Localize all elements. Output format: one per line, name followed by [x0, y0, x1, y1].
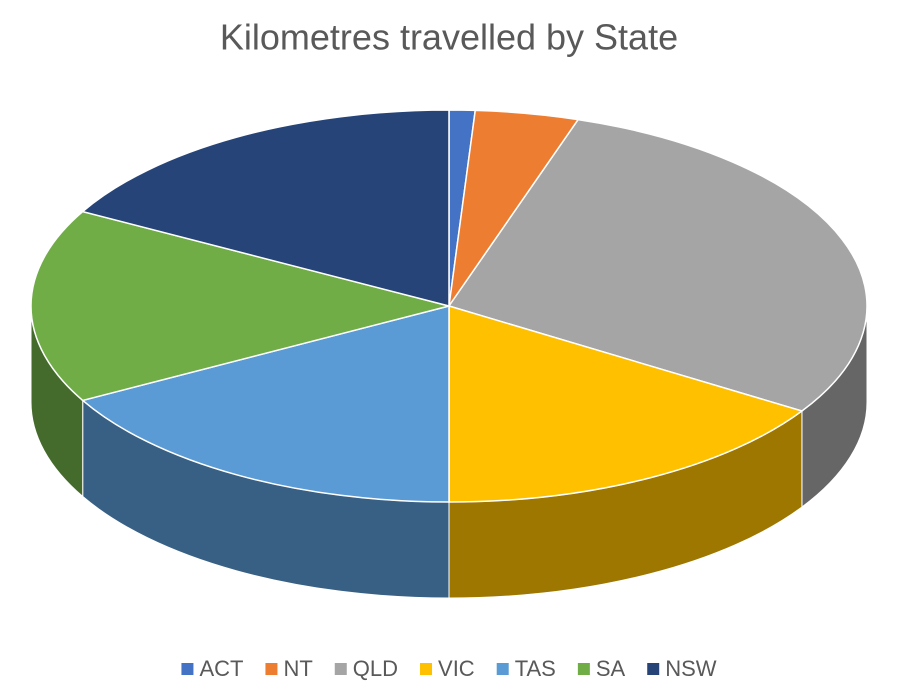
legend-swatch — [265, 663, 278, 675]
legend-label: ACT — [199, 656, 243, 681]
legend-label: NSW — [665, 656, 717, 681]
legend-swatch — [334, 663, 347, 675]
legend-swatch — [496, 663, 509, 675]
legend-label: NT — [283, 656, 312, 681]
legend-swatch — [647, 663, 660, 675]
legend-label: QLD — [353, 656, 398, 681]
pie-tops — [30, 109, 868, 503]
legend-swatch — [181, 663, 194, 675]
legend: ACT NT QLD VIC TAS SA NSW — [181, 656, 717, 681]
legend-label: VIC — [438, 656, 475, 681]
slice — [81, 109, 450, 307]
legend-swatch — [577, 663, 590, 675]
legend-swatch — [420, 663, 433, 675]
chart-title: Kilometres travelled by State — [220, 17, 678, 58]
legend-label: TAS — [515, 656, 556, 681]
slice — [448, 304, 804, 503]
legend-label: SA — [596, 656, 626, 681]
slice — [30, 210, 450, 402]
slice — [81, 305, 450, 503]
slice — [447, 118, 868, 412]
